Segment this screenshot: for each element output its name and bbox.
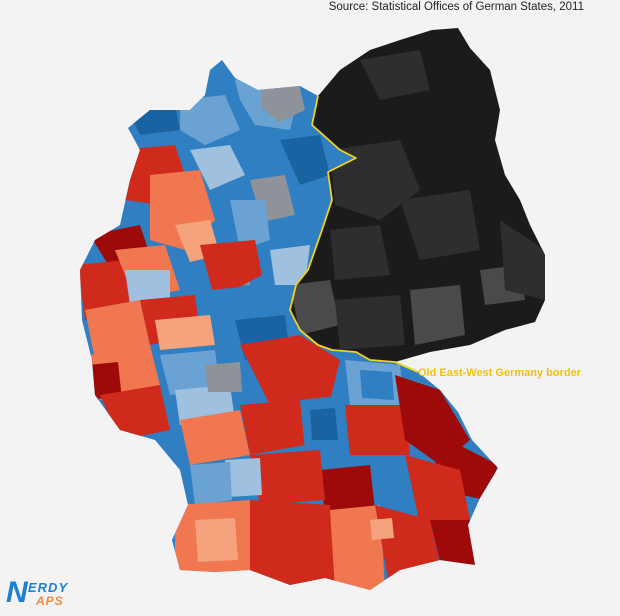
district-patch bbox=[160, 350, 220, 395]
nerdy-maps-logo: N ERDY APS bbox=[6, 578, 86, 610]
district-patch bbox=[190, 145, 245, 190]
district-patch bbox=[230, 200, 270, 250]
district-patch bbox=[430, 520, 478, 565]
district-patch bbox=[240, 400, 305, 455]
district-patch bbox=[180, 95, 240, 145]
district-patch bbox=[290, 280, 340, 335]
district-patch bbox=[280, 135, 330, 185]
west-germany-region bbox=[80, 60, 498, 590]
district-patch bbox=[410, 285, 465, 345]
district-patch bbox=[250, 450, 325, 505]
district-patch bbox=[250, 500, 335, 585]
district-patch bbox=[225, 458, 262, 497]
district-patch bbox=[100, 385, 170, 440]
district-patch bbox=[200, 240, 262, 300]
border-label: Old East-West Germany border bbox=[418, 367, 582, 379]
district-patch bbox=[370, 518, 394, 540]
district-patch bbox=[240, 335, 340, 405]
district-patch bbox=[262, 80, 305, 122]
logo-line2: APS bbox=[36, 594, 64, 608]
district-patch bbox=[320, 465, 375, 515]
logo-line1: ERDY bbox=[28, 580, 69, 595]
district-patch bbox=[180, 410, 250, 465]
logo-initial: N bbox=[6, 576, 28, 609]
district-patch bbox=[310, 408, 338, 440]
district-patch bbox=[405, 455, 470, 525]
district-patch bbox=[500, 220, 545, 300]
district-patch bbox=[360, 370, 394, 400]
district-patch bbox=[330, 225, 390, 280]
district-patch bbox=[190, 462, 232, 505]
east-germany-region bbox=[290, 28, 545, 362]
district-patch bbox=[195, 518, 238, 562]
district-patch bbox=[85, 300, 150, 360]
district-patch bbox=[88, 362, 122, 400]
source-caption: Source: Statistical Offices of German St… bbox=[328, 1, 584, 13]
district-patch bbox=[125, 270, 170, 305]
district-patch bbox=[400, 190, 480, 260]
district-patch bbox=[330, 505, 385, 590]
district-patch bbox=[360, 50, 430, 100]
district-patch bbox=[205, 362, 242, 392]
district-patch bbox=[270, 245, 310, 285]
east-west-border-line bbox=[289, 95, 419, 373]
district-patch bbox=[155, 315, 215, 350]
district-patch bbox=[345, 405, 410, 455]
district-patch bbox=[335, 295, 405, 350]
